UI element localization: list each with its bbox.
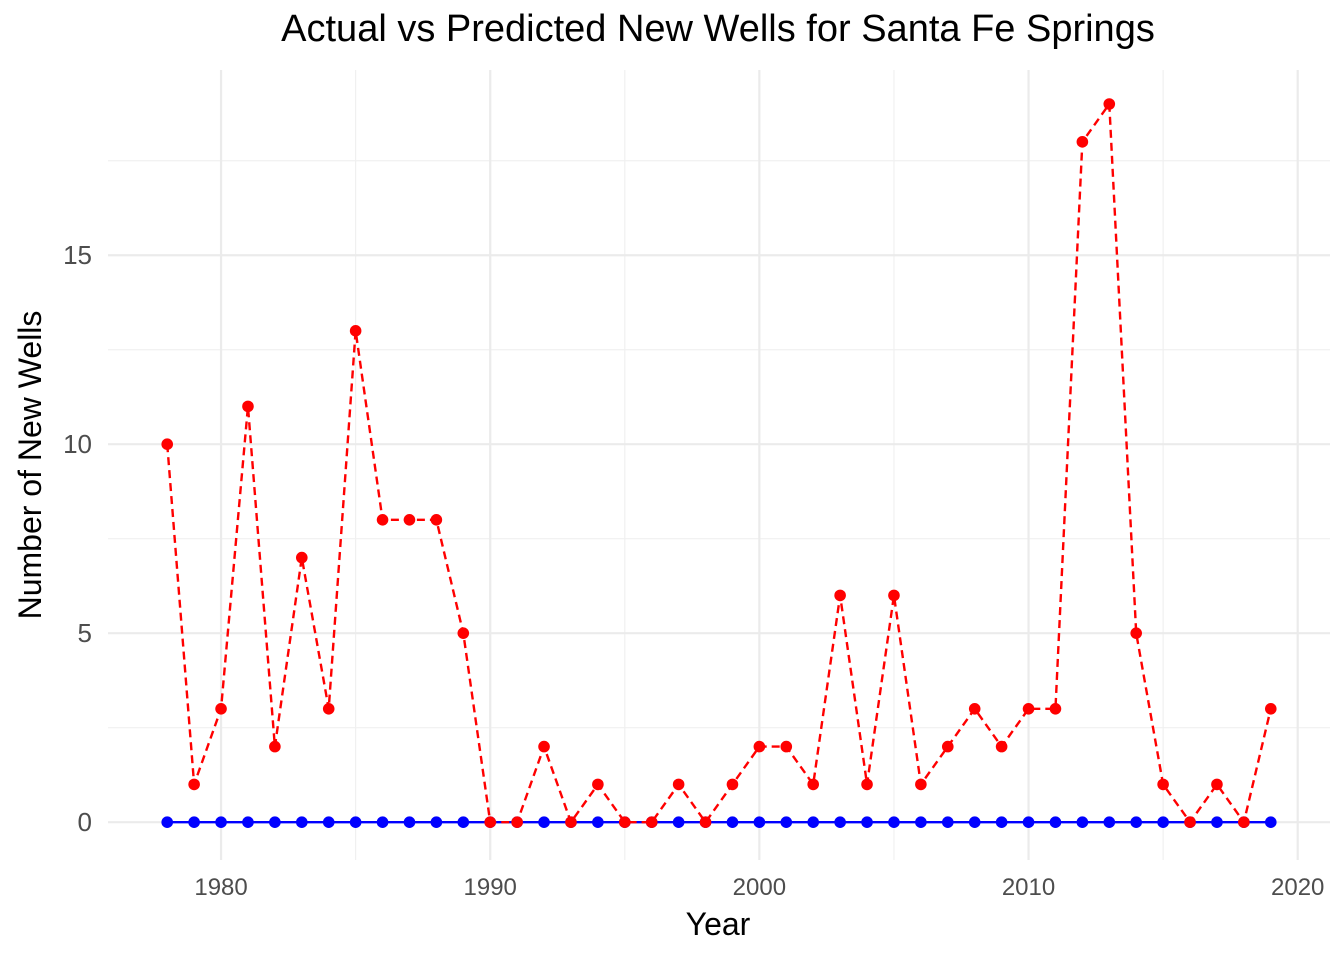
grid [108,70,1330,860]
data-point [457,627,470,640]
x-tick-label: 2000 [733,874,786,901]
data-point [807,816,820,829]
y-axis-title: Number of New Wells [12,311,48,620]
data-point [403,816,416,829]
data-point [1022,703,1035,715]
chart-title: Actual vs Predicted New Wells for Santa … [281,8,1155,50]
data-point [565,816,577,829]
data-point [403,514,416,526]
data-point [592,816,604,829]
data-point [322,816,335,829]
data-point [1049,703,1062,715]
data-point [484,816,497,829]
data-point [511,816,523,829]
y-tick-label: 5 [78,618,92,648]
data-point [376,514,389,526]
data-point [888,816,900,829]
data-point [215,816,227,829]
data-point [726,778,739,791]
data-point [161,438,174,451]
data-point [1076,136,1089,148]
data-point [188,778,200,791]
data-point [161,816,174,829]
data-point [861,816,873,829]
data-point [834,816,846,829]
data-point [242,400,254,413]
x-axis-title: Year [686,906,751,942]
data-point [295,551,308,564]
data-point [861,778,873,791]
data-point [726,816,739,829]
data-point [1211,816,1223,829]
x-tick-label: 2020 [1271,874,1324,901]
data-point [753,740,766,753]
data-point [1076,816,1089,829]
data-point [699,816,712,829]
data-point [1103,98,1116,110]
x-tick-label: 2010 [1002,874,1055,901]
data-point [1130,816,1143,829]
data-point [941,816,954,829]
data-point [995,740,1008,753]
data-point [430,514,443,526]
data-point [915,778,927,791]
data-point [780,816,793,829]
data-point [538,816,550,829]
series-line [166,100,1272,826]
data-point [349,816,362,829]
data-point [753,816,766,829]
y-tick-label: 15 [63,240,92,270]
data-point [1022,816,1035,829]
data-point [215,703,227,715]
data-point [1264,703,1277,715]
data-point [1157,816,1169,829]
data-point [915,816,927,829]
data-point [1264,816,1277,829]
data-point [269,816,281,829]
data-point [1049,816,1062,829]
data-point [807,778,820,791]
data-point [941,740,954,753]
data-point [1130,627,1143,640]
data-point [1238,816,1250,829]
data-point [1211,778,1223,791]
data-point [672,816,685,829]
data-point [457,816,470,829]
series-layer [161,98,1277,829]
data-point [592,778,604,791]
data-point [322,703,335,715]
data-point [242,816,254,829]
tick-labels: 1980 1990 2000 2010 2020 0 5 10 15 [63,240,1324,901]
data-point [269,740,281,753]
data-point [645,816,658,829]
data-point [1157,778,1169,791]
data-point [618,816,631,829]
data-point [349,325,362,337]
x-tick-label: 1990 [464,874,517,901]
data-point [376,816,389,829]
x-tick-label: 1980 [194,874,247,901]
data-point [295,816,308,829]
data-point [1103,816,1116,829]
y-tick-label: 0 [78,807,92,837]
data-point [968,816,981,829]
data-point [995,816,1008,829]
data-point [968,703,981,715]
data-point [888,589,900,602]
y-tick-label: 10 [63,429,92,459]
data-point [672,778,685,791]
data-point [188,816,200,829]
data-point [538,740,550,753]
data-point [780,740,793,753]
data-point [834,589,846,602]
data-point [430,816,443,829]
data-point [1184,816,1196,829]
